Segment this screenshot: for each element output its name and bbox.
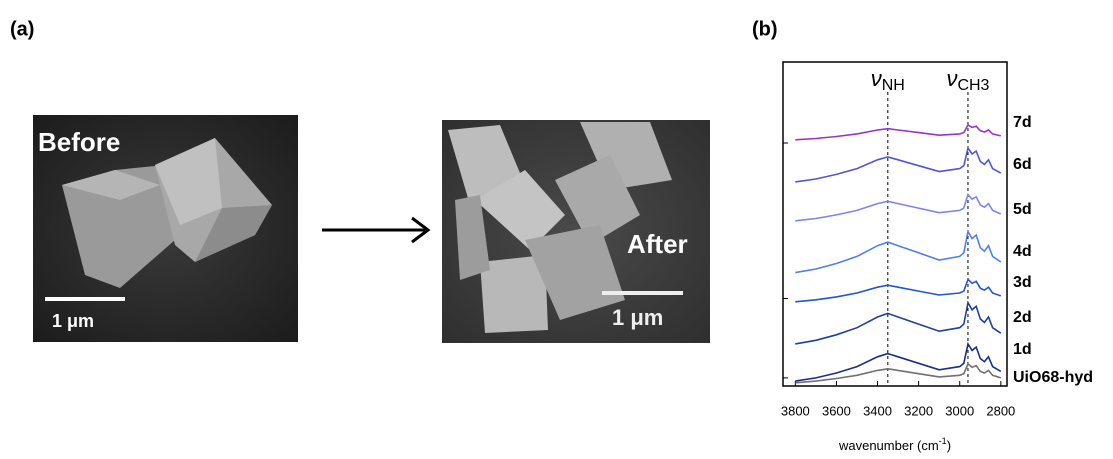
annotation-symbol: ν [946, 66, 957, 91]
series-line [795, 232, 1001, 273]
series-line [795, 195, 1001, 221]
series-line [795, 148, 1001, 182]
x-tick-label: 2800 [986, 403, 1015, 418]
series-line [795, 279, 1001, 301]
legend-label: 3d [1013, 274, 1032, 291]
legend-label: 1d [1013, 341, 1032, 358]
series-line [795, 364, 1001, 383]
plot-frame [783, 62, 1007, 386]
figure: (a) Before 1 μm After 1 μm (b) 3800 3600 3… [0, 0, 1113, 459]
series-line [795, 344, 1001, 381]
annotation-subscript: NH [882, 77, 905, 94]
legend-label: 6d [1013, 156, 1032, 173]
annotation-symbol: ν [871, 66, 882, 91]
series-line [795, 125, 1001, 140]
legend-label: 7d [1013, 114, 1032, 131]
x-tick-label: 3000 [945, 403, 974, 418]
x-label-suffix: ) [947, 438, 951, 453]
x-tick-label: 3400 [863, 403, 892, 418]
after-label: After [627, 229, 688, 259]
x-tick-label: 3200 [904, 403, 933, 418]
annotation-label: νCH3 [946, 66, 989, 94]
legend-label: 2d [1013, 309, 1032, 326]
legend-label: 5d [1013, 201, 1032, 218]
x-label-text: wavenumber (cm [838, 438, 939, 453]
x-tick-label: 3800 [781, 403, 810, 418]
annotation-label: νNH [871, 66, 905, 94]
annotation-subscript: CH3 [957, 77, 989, 94]
x-label-sup: -1 [939, 436, 947, 446]
x-axis-label: wavenumber (cm-1) [838, 436, 951, 453]
series-line [795, 303, 1001, 344]
scale-bar-label: 1 μm [612, 305, 663, 330]
before-label: Before [38, 127, 120, 157]
scale-bar-label: 1 μm [52, 311, 94, 331]
legend-label: 4d [1013, 243, 1032, 260]
legend-label: UiO68-hyd [1013, 369, 1093, 386]
x-tick-label: 3600 [822, 403, 851, 418]
panel-label: (a) [10, 18, 34, 40]
panel-label: (b) [752, 18, 778, 40]
